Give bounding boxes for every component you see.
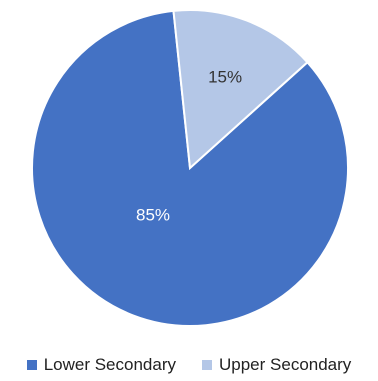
legend-label-upper-secondary: Upper Secondary	[219, 355, 352, 374]
legend-label-lower-secondary: Lower Secondary	[43, 355, 176, 374]
pie-plot-area: 85% 15%	[31, 9, 349, 327]
legend: Lower Secondary Upper Secondary	[0, 353, 378, 377]
legend-entry-upper-secondary: Upper Secondary	[202, 355, 351, 375]
legend-swatch-lower-secondary	[26, 360, 37, 370]
legend-swatch-upper-secondary	[202, 360, 212, 370]
data-label-lower-secondary: 85%	[136, 205, 170, 224]
legend-entry-lower-secondary: Lower Secondary	[26, 355, 176, 375]
data-label-upper-secondary: 15%	[208, 68, 242, 87]
pie-slice-upper-secondary	[172, 9, 309, 171]
